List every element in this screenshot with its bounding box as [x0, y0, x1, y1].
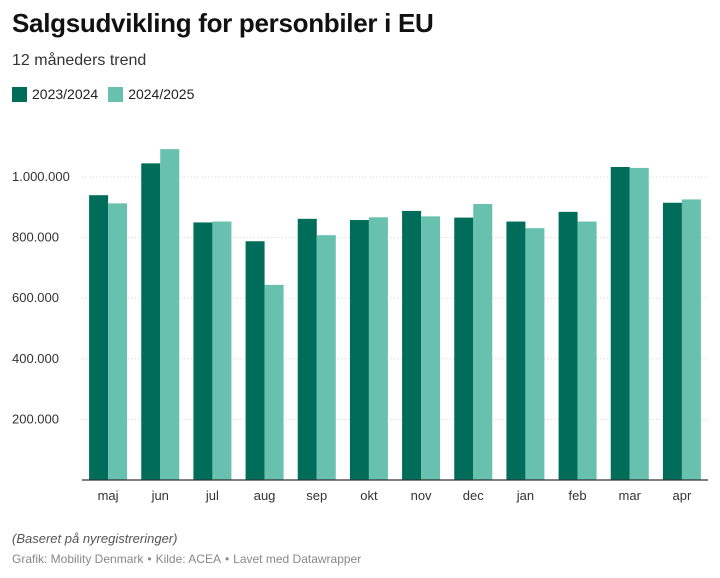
bar-2024-2025-sep: [316, 235, 336, 480]
bar-2024-2025-jul: [212, 221, 232, 480]
y-tick-label: 1.000.000: [12, 169, 70, 184]
legend-swatch-2023-2024: [12, 86, 27, 102]
x-tick-label: dec: [463, 488, 484, 503]
x-tick-label: mar: [619, 488, 642, 503]
legend-item-2023-2024: 2023/2024: [12, 86, 98, 102]
bar-2023-2024-okt: [349, 220, 369, 480]
legend-label-2024-2025: 2024/2025: [128, 86, 195, 102]
bar-2023-2024-nov: [402, 210, 422, 480]
x-tick-label: feb: [569, 488, 587, 503]
bar-2023-2024-jul: [193, 222, 213, 480]
bar-2024-2025-maj: [108, 203, 128, 480]
x-tick-label: jun: [151, 488, 169, 503]
x-tick-label: jan: [516, 488, 534, 503]
bar-2023-2024-jun: [141, 163, 161, 481]
x-tick-label: okt: [360, 488, 378, 503]
bar-2023-2024-dec: [454, 217, 474, 481]
legend-item-2024-2025: 2024/2025: [108, 86, 194, 102]
bar-2024-2025-jun: [160, 149, 180, 480]
y-tick-label: 400.000: [12, 351, 59, 366]
credit-separator: •: [147, 552, 152, 566]
bar-2023-2024-feb: [558, 211, 578, 480]
x-tick-label: apr: [673, 488, 692, 503]
legend-swatch-2024-2025: [108, 86, 124, 102]
chart-title: Salgsudvikling for personbiler i EU: [12, 8, 434, 38]
bar-2024-2025-mar: [629, 167, 649, 480]
bar-2024-2025-dec: [473, 203, 493, 481]
x-tick-label: jul: [205, 488, 219, 503]
bar-2023-2024-apr: [662, 202, 682, 480]
x-tick-label: sep: [306, 488, 327, 503]
credit-tool: Lavet med Datawrapper: [233, 552, 362, 566]
legend-label-2023-2024: 2023/2024: [32, 86, 99, 102]
bar-2024-2025-jan: [525, 228, 545, 480]
legend: 2023/2024 2024/2025: [12, 86, 194, 102]
x-tick-label: aug: [254, 488, 276, 503]
bar-2024-2025-feb: [577, 221, 597, 480]
bar-2024-2025-apr: [681, 199, 701, 480]
bar-2024-2025-aug: [264, 284, 284, 480]
credit-line: Grafik: Mobility Denmark • Kilde: ACEA • Lav…: [12, 552, 361, 566]
credit-source: Kilde: ACEA: [155, 552, 221, 566]
bar-2024-2025-okt: [368, 217, 388, 480]
bar-2024-2025-nov: [421, 216, 441, 480]
credit-separator: •: [224, 552, 230, 566]
bar-2023-2024-aug: [245, 241, 265, 480]
bar-2023-2024-sep: [297, 218, 317, 480]
y-tick-label: 200.000: [12, 411, 59, 426]
footnote: (Baseret på nyregistreringer): [12, 531, 178, 546]
chart-subtitle: 12 måneders trend: [12, 52, 147, 69]
bar-2023-2024-mar: [610, 167, 630, 480]
x-tick-label: nov: [411, 488, 432, 503]
bar-2023-2024-jan: [506, 221, 526, 480]
y-tick-label: 600.000: [12, 290, 59, 305]
bar-2023-2024-maj: [89, 195, 109, 480]
x-tick-label: maj: [98, 488, 119, 503]
y-tick-label: 800.000: [12, 230, 59, 245]
credit-graphic: Grafik: Mobility Denmark: [12, 552, 144, 566]
